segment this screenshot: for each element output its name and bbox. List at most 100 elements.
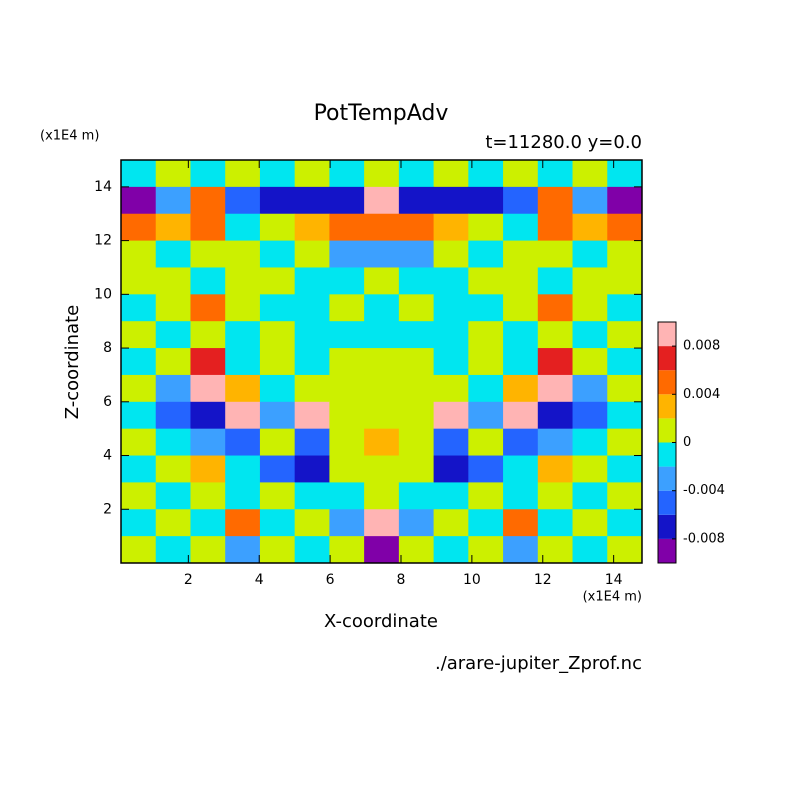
chart-title: PotTempAdv <box>314 101 449 126</box>
field-cell <box>121 428 157 457</box>
field-cell <box>294 348 330 376</box>
colorbar-tick-label: 0.004 <box>683 387 720 402</box>
field-cell <box>364 428 400 457</box>
colorbar-band <box>658 514 676 539</box>
colorbar-band <box>658 490 676 515</box>
field-cell <box>398 509 435 537</box>
field-cell <box>433 321 469 349</box>
field-cell <box>537 536 574 564</box>
y-tick-label: 6 <box>103 394 112 410</box>
field-cell <box>190 482 226 510</box>
field-cell <box>433 240 469 268</box>
field-cell <box>364 374 400 403</box>
field-cell <box>121 267 157 295</box>
field-cell <box>468 294 504 322</box>
field-cell <box>537 455 574 483</box>
field-cell <box>155 509 191 537</box>
field-cell <box>329 321 365 349</box>
x-tick-label: 8 <box>397 572 406 588</box>
x-tick-label: 12 <box>534 572 552 588</box>
field-cell <box>190 428 226 457</box>
field-cell <box>503 536 539 564</box>
field-cell <box>503 160 539 188</box>
field-cell <box>572 428 608 457</box>
field-cell <box>398 428 435 457</box>
field-cell <box>259 455 296 483</box>
field-cell <box>294 428 330 457</box>
y-tick-label: 12 <box>94 233 112 249</box>
y-tick-label: 4 <box>103 448 112 464</box>
field-cell <box>433 428 469 457</box>
field-cell <box>503 348 539 376</box>
field-cell <box>259 374 296 403</box>
field-cell <box>607 267 643 295</box>
field-cell <box>468 374 504 403</box>
field-cell <box>607 294 643 322</box>
field-cell <box>364 294 400 322</box>
field-cell <box>607 509 643 537</box>
field-cell <box>225 482 261 510</box>
field-cell <box>537 321 574 349</box>
field-cell <box>155 160 191 188</box>
field-cell <box>537 240 574 268</box>
field-cell <box>364 213 400 242</box>
field-cell <box>433 267 469 295</box>
field-cell <box>398 267 435 295</box>
field-cell <box>225 374 261 403</box>
field-cell <box>155 186 191 215</box>
field-cell <box>433 160 469 188</box>
field-cell <box>572 321 608 349</box>
field-cell <box>329 267 365 295</box>
field-cell <box>398 482 435 510</box>
field-cell <box>468 509 504 537</box>
field-cell <box>329 455 365 483</box>
field-cell <box>329 240 365 268</box>
field-cell <box>155 240 191 268</box>
field-cell <box>259 536 296 564</box>
field-cell <box>121 482 157 510</box>
field-cell <box>155 267 191 295</box>
field-cell <box>190 509 226 537</box>
field-cell <box>503 428 539 457</box>
y-tick-label: 8 <box>103 340 112 356</box>
field-cell <box>259 428 296 457</box>
field-cell <box>294 536 330 564</box>
field-cell <box>155 321 191 349</box>
field-cell <box>259 294 296 322</box>
field-cell <box>259 482 296 510</box>
field-cell <box>468 160 504 188</box>
field-cell <box>329 428 365 457</box>
field-cell <box>537 509 574 537</box>
field-cell <box>572 213 608 242</box>
field-cell <box>433 374 469 403</box>
field-cell <box>155 401 191 430</box>
field-cell <box>190 186 226 215</box>
field-cell <box>468 186 504 215</box>
field-cell <box>190 536 226 564</box>
x-unit: (x1E4 m) <box>583 590 642 605</box>
field-cell <box>259 186 296 215</box>
field-cell <box>225 401 261 430</box>
colorbar-band <box>658 466 676 491</box>
field-cell <box>155 374 191 403</box>
field-cell <box>572 348 608 376</box>
colorbar-band <box>658 442 676 467</box>
field-cell <box>503 482 539 510</box>
field-cell <box>225 213 261 242</box>
colorbar-tick-label: 0 <box>683 435 691 450</box>
field-cell <box>572 267 608 295</box>
field-cell <box>607 348 643 376</box>
field-cell <box>225 186 261 215</box>
field-cell <box>537 428 574 457</box>
y-axis-label: Z-coordinate <box>62 305 83 420</box>
field-cell <box>294 401 330 430</box>
field-cell <box>537 374 574 403</box>
colorbar-tick-label: 0.008 <box>683 339 720 354</box>
field-cell <box>433 509 469 537</box>
field-cell <box>398 213 435 242</box>
chart-subtitle: t=11280.0 y=0.0 <box>485 132 642 153</box>
plot-frame <box>120 159 643 564</box>
field-cell <box>468 428 504 457</box>
field-cell <box>503 509 539 537</box>
field-cell <box>398 401 435 430</box>
